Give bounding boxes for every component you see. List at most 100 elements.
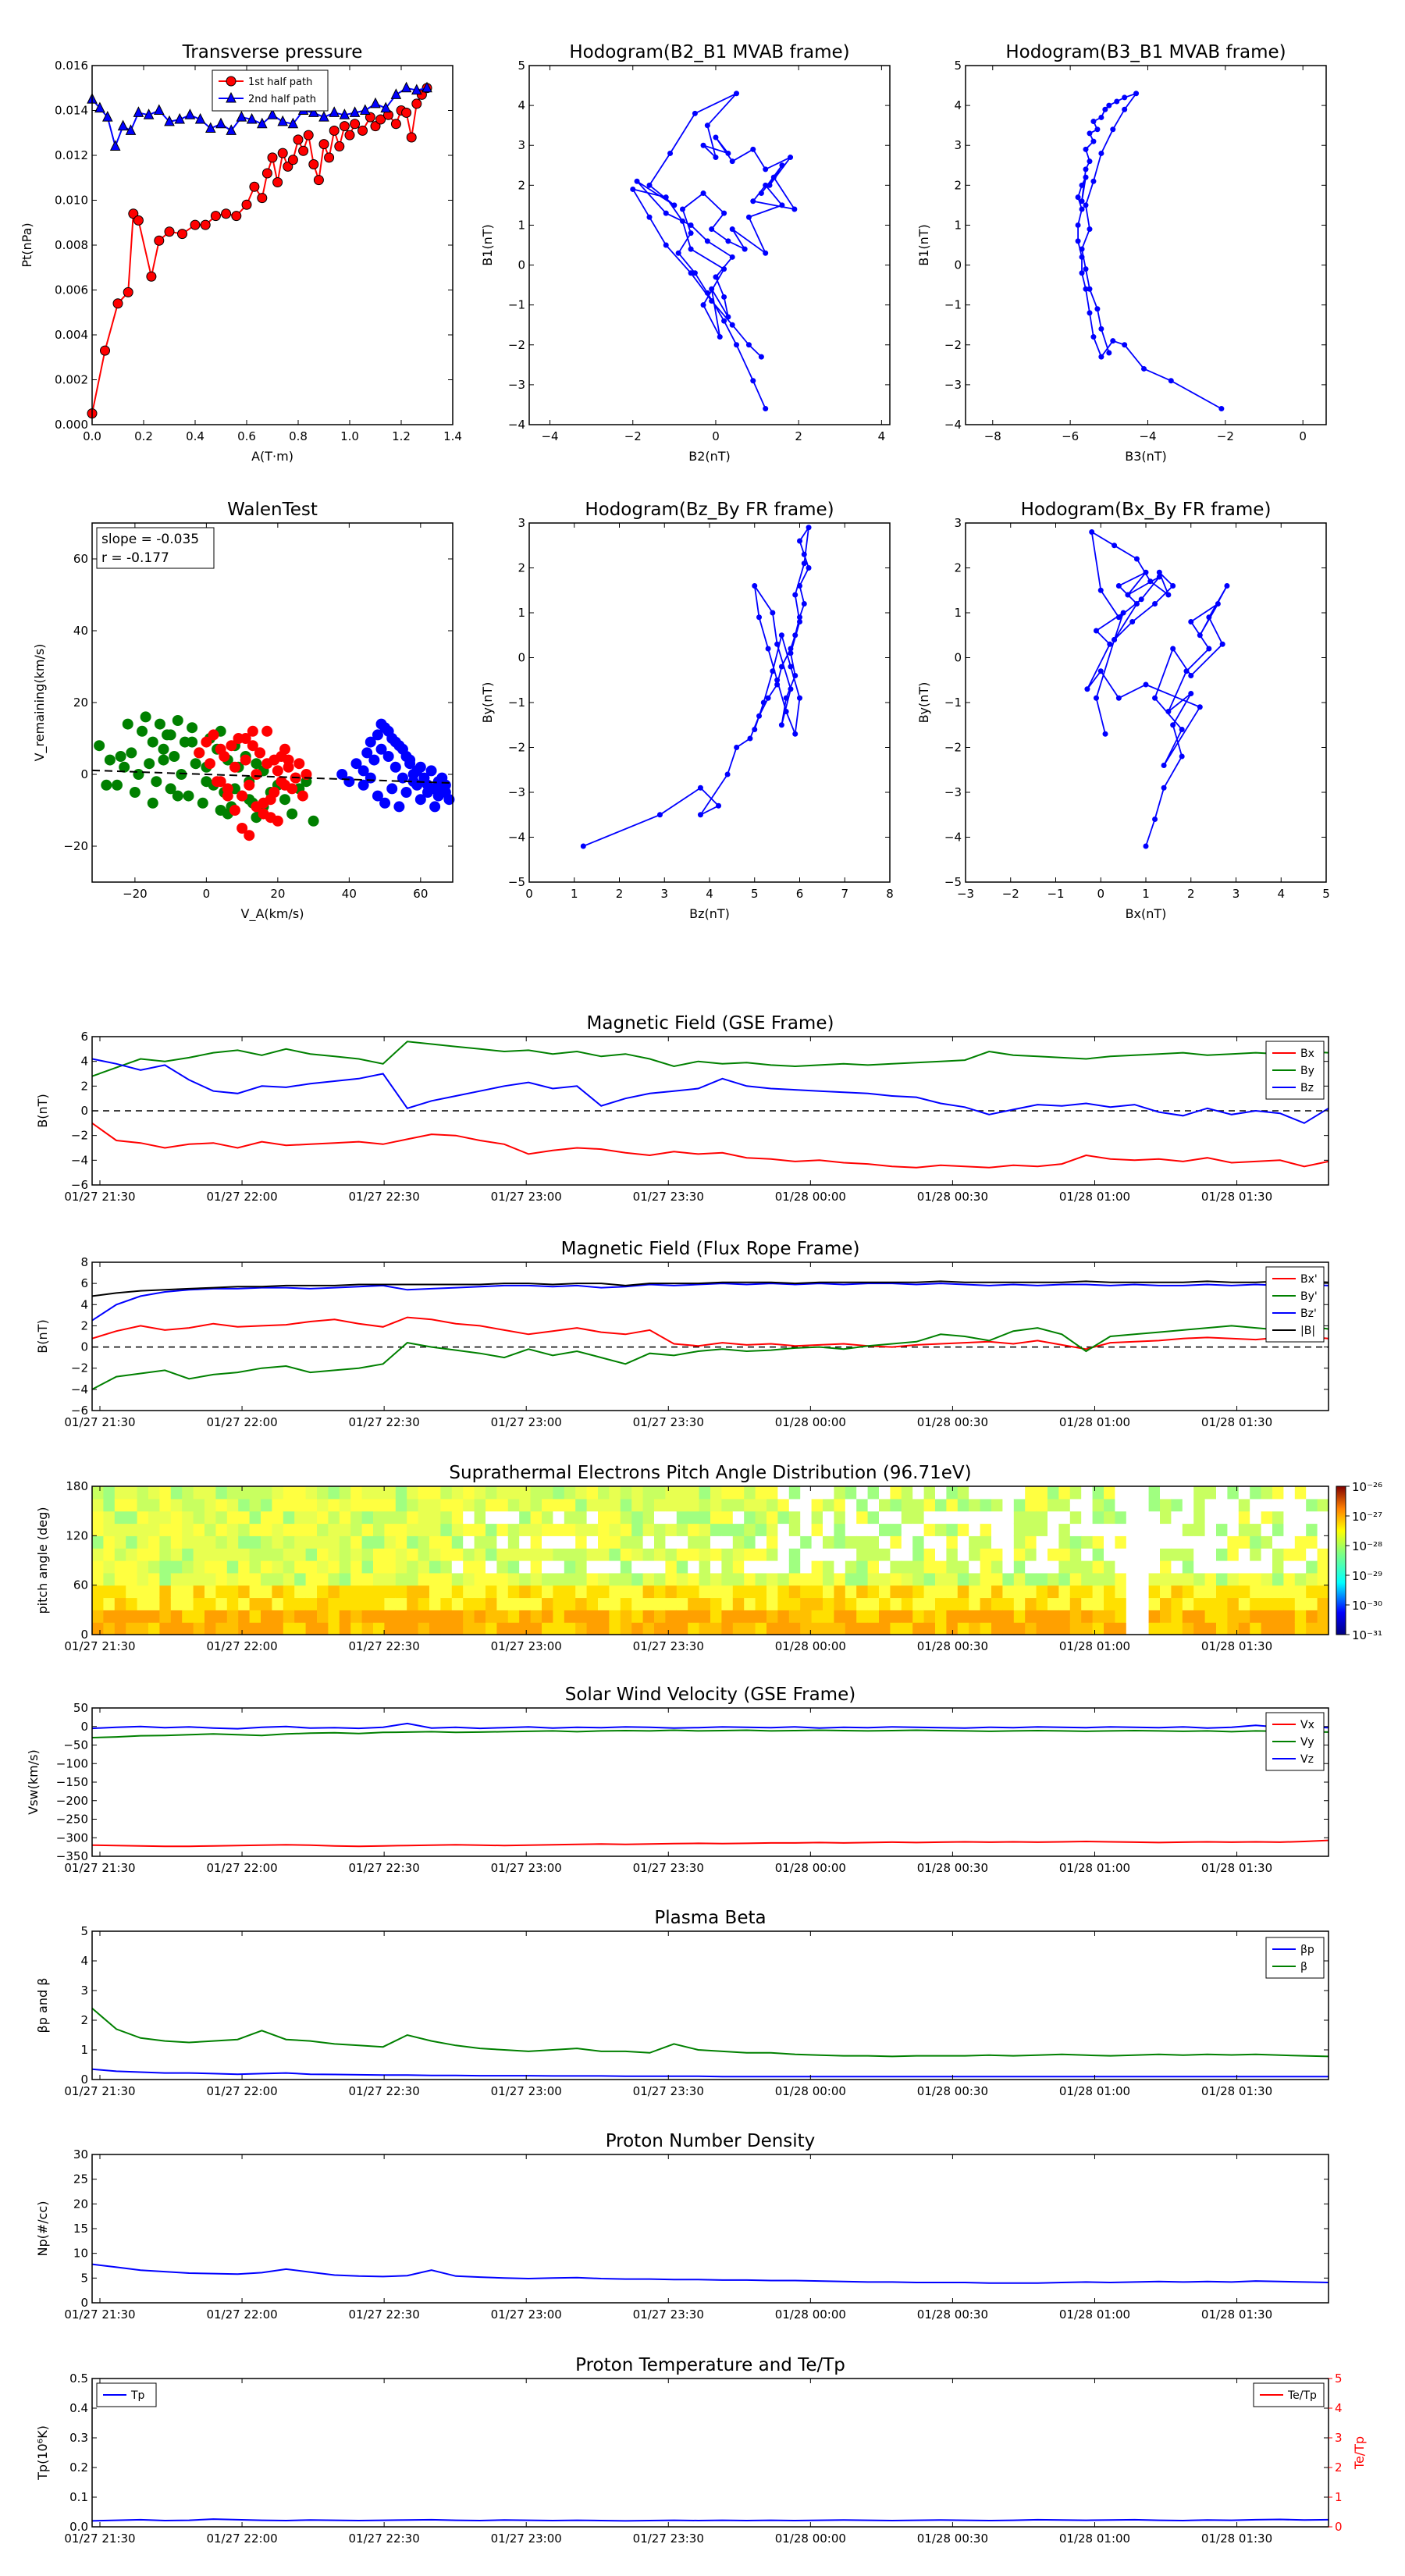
heatmap-cell [744,1572,756,1586]
heatmap-cell [159,1622,172,1635]
heatmap-cell [215,1486,228,1500]
scatter-point [251,801,262,813]
heatmap-cell [159,1535,172,1549]
y-tick-label: 20 [73,696,88,710]
heatmap-cell [620,1510,632,1525]
y-tick-label: 5 [80,1924,88,1938]
legend-label: Bz' [1300,1308,1317,1320]
heatmap-cell [193,1622,205,1635]
heatmap-cell [609,1535,621,1549]
data-point [1083,202,1089,208]
heatmap-cell [744,1523,756,1536]
heatmap-cell [564,1597,576,1610]
scatter-point [272,815,283,827]
heatmap-cell [823,1548,834,1561]
data-point [675,250,681,256]
plot-frame [91,522,454,883]
y-axis-label: B1(nT) [916,224,931,266]
data-point [1133,601,1140,607]
heatmap-cell [721,1572,734,1586]
heatmap-cell [137,1597,149,1610]
heatmap-cell [553,1510,565,1525]
hodogram-path [1087,530,1228,847]
x-tick-label: 8 [886,887,894,901]
heatmap-cell [553,1585,565,1599]
heatmap-cell [1306,1610,1318,1623]
data-point [1179,753,1185,760]
heatmap-cell [699,1622,711,1635]
heatmap-cell [699,1572,711,1586]
heatmap-cell [350,1510,363,1525]
heatmap-cell [1137,1486,1150,1500]
x-tick-label: 01/28 01:30 [1201,2084,1272,2098]
heatmap-cell [1036,1560,1048,1574]
heatmap-cell [654,1610,666,1623]
x-tick-label: 01/27 22:30 [349,1639,420,1653]
heatmap-cell [1148,1622,1161,1635]
legend-label: βp [1300,1944,1314,1956]
heatmap-cell [384,1548,397,1561]
heatmap-cell [1148,1510,1161,1525]
heatmap-cell [126,1622,138,1635]
heatmap-cell [654,1486,666,1500]
heatmap-cell [767,1610,778,1623]
data-point [112,298,123,309]
heatmap-cell [811,1560,823,1574]
data-point [704,123,710,129]
heatmap-cell [598,1610,610,1623]
heatmap-cell [1160,1535,1172,1549]
y-tick-label: 6 [80,1276,88,1290]
heatmap-cell [553,1548,565,1561]
data-point [277,115,289,126]
scatter-point [165,729,176,741]
heatmap-cell [631,1498,644,1512]
heatmap-cell [519,1510,532,1525]
heatmap-cell [890,1535,902,1549]
heatmap-cell [946,1560,959,1574]
heatmap-cell [1048,1523,1059,1536]
heatmap-cell [238,1523,251,1536]
heatmap-cell [305,1535,318,1549]
heatmap-cell [1160,1560,1172,1574]
heatmap-cell [1160,1597,1172,1610]
heatmap-cell [823,1535,834,1549]
data-point [123,286,133,297]
x-tick-label: −3 [957,887,974,901]
data-point [1087,130,1093,137]
x-tick-label: −1 [1047,887,1064,901]
heatmap-cell [1238,1610,1250,1623]
heatmap-cell [710,1535,722,1549]
heatmap-cell [654,1585,666,1599]
heatmap-cell [1013,1498,1026,1512]
heatmap-cell [407,1610,419,1623]
heatmap-cell [767,1560,778,1574]
heatmap-cell [103,1498,116,1512]
y-tick-label: 0.3 [69,2431,88,2445]
x-tick-label: 1 [571,887,578,901]
heatmap-cell [226,1535,239,1549]
scatter-point [283,761,294,773]
heatmap-cell [193,1523,205,1536]
plot-frame [91,1485,1329,1635]
heatmap-cell [283,1610,295,1623]
series-line-value [91,2263,1329,2284]
heatmap-cell [1272,1585,1284,1599]
x-tick-label: 6 [796,887,804,901]
heatmap-cell [946,1585,959,1599]
heatmap-cell [215,1548,228,1561]
heatmap-cell [1261,1572,1273,1586]
heatmap-cell [676,1585,688,1599]
heatmap-cell [867,1610,880,1623]
heatmap-cell [788,1622,801,1635]
y-tick-label: −2 [944,338,962,352]
legend-label: 2nd half path [248,94,316,105]
correlation-annotation: r = -0.177 [101,550,169,566]
heatmap-cell [767,1486,778,1500]
scatter-point [133,769,144,780]
heatmap-cell [294,1535,307,1549]
heatmap-cell [418,1622,430,1635]
scatter-point [190,758,201,770]
heatmap-cell [1261,1622,1273,1635]
heatmap-cell [901,1622,913,1635]
x-tick-label: 01/27 22:30 [349,1861,420,1875]
